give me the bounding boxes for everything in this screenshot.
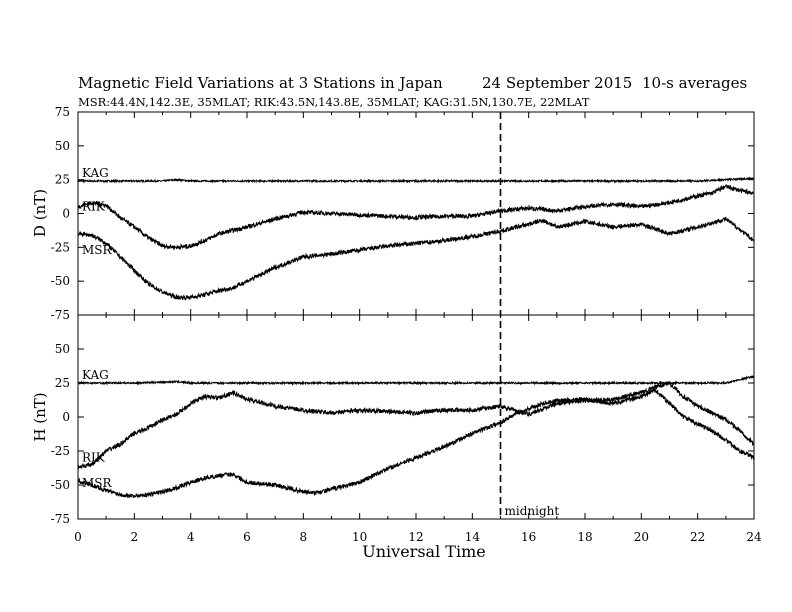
x-tick-label: 8 [300, 530, 308, 544]
x-tick-label: 22 [690, 530, 705, 544]
chart-title: Magnetic Field Variations at 3 Stations … [78, 74, 443, 92]
x-tick-label: 0 [74, 530, 82, 544]
station-coordinates: MSR:44.4N,142.3E, 35MLAT; RIK:43.5N,143.… [78, 95, 590, 109]
series-line-kag [77, 375, 755, 386]
series-label-rik: RIK [82, 450, 106, 464]
x-tick-label: 2 [131, 530, 139, 544]
y-tick-label: -25 [51, 444, 70, 458]
y-tick-label: -75 [51, 308, 70, 322]
chart-marks: -75 -50 -25 0 25 50 75 KAG RIK MSR -75 -50 -25 0 25 50 K… [51, 105, 762, 544]
y-tick-label: -25 [51, 240, 70, 254]
y-tick-label: -50 [51, 274, 70, 288]
series-line-rik [77, 184, 755, 251]
averaging-note: 10-s averages [642, 74, 747, 92]
x-tick-label: 18 [577, 530, 592, 544]
x-tick-label: 12 [408, 530, 423, 544]
series-label-kag: KAG [82, 368, 109, 382]
series-line-rik [77, 381, 755, 470]
y-tick-label: -50 [51, 478, 70, 492]
series-label-kag: KAG [82, 166, 109, 180]
y-tick-label: 25 [55, 173, 70, 187]
series-line-msr [77, 216, 755, 301]
x-axis-label: Universal Time [362, 542, 485, 561]
y-axis-label-h: H (nT) [31, 392, 49, 441]
x-tick-label: 6 [243, 530, 251, 544]
y-tick-label: 0 [62, 207, 70, 221]
y-tick-label: -75 [51, 512, 70, 526]
series-label-rik: RIK [82, 200, 106, 214]
panel-d-frame [77, 111, 755, 316]
x-tick-label: 16 [521, 530, 536, 544]
x-tick-label: 14 [465, 530, 481, 544]
y-tick-label: 75 [55, 105, 70, 119]
y-tick-label: 0 [62, 410, 70, 424]
y-tick-label: 50 [55, 139, 70, 153]
series-label-msr: MSR [82, 243, 113, 257]
series-label-msr: MSR [82, 476, 113, 490]
series-line-msr [77, 387, 755, 499]
y-axis-label-d: D (nT) [31, 189, 49, 237]
y-tick-label: 50 [55, 342, 70, 356]
x-tick-label: 10 [352, 530, 367, 544]
midnight-label: midnight [505, 504, 560, 518]
series-line-kag [77, 176, 755, 184]
y-tick-label: 25 [55, 376, 70, 390]
x-tick-label: 24 [746, 530, 762, 544]
x-tick-label: 4 [187, 530, 195, 544]
chart-date: 24 September 2015 [482, 74, 632, 92]
x-tick-label: 20 [634, 530, 649, 544]
